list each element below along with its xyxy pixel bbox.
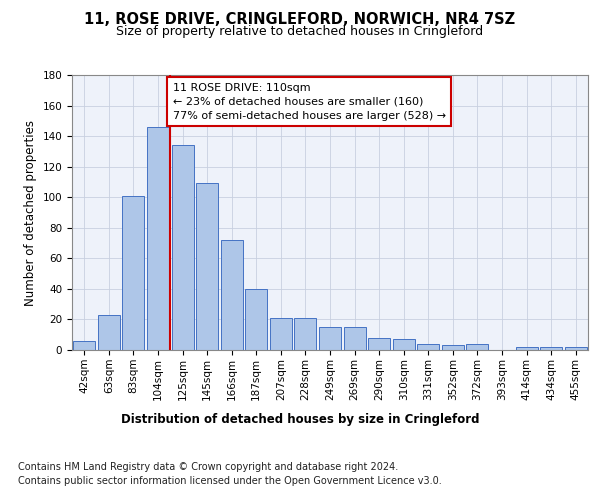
Bar bbox=[515, 347, 538, 350]
Bar bbox=[73, 341, 95, 350]
Bar bbox=[442, 346, 464, 350]
Bar bbox=[565, 347, 587, 350]
Bar bbox=[392, 340, 415, 350]
Bar bbox=[344, 327, 365, 350]
Text: 11, ROSE DRIVE, CRINGLEFORD, NORWICH, NR4 7SZ: 11, ROSE DRIVE, CRINGLEFORD, NORWICH, NR… bbox=[85, 12, 515, 28]
Bar bbox=[466, 344, 488, 350]
Text: Contains public sector information licensed under the Open Government Licence v3: Contains public sector information licen… bbox=[18, 476, 442, 486]
Text: Contains HM Land Registry data © Crown copyright and database right 2024.: Contains HM Land Registry data © Crown c… bbox=[18, 462, 398, 472]
Bar bbox=[319, 327, 341, 350]
Bar bbox=[245, 289, 268, 350]
Y-axis label: Number of detached properties: Number of detached properties bbox=[24, 120, 37, 306]
Bar bbox=[368, 338, 390, 350]
Bar bbox=[270, 318, 292, 350]
Bar bbox=[98, 315, 120, 350]
Text: Distribution of detached houses by size in Cringleford: Distribution of detached houses by size … bbox=[121, 412, 479, 426]
Bar bbox=[172, 146, 194, 350]
Bar bbox=[122, 196, 145, 350]
Bar bbox=[417, 344, 439, 350]
Bar bbox=[540, 347, 562, 350]
Bar bbox=[221, 240, 243, 350]
Bar bbox=[147, 127, 169, 350]
Bar bbox=[196, 184, 218, 350]
Text: Size of property relative to detached houses in Cringleford: Size of property relative to detached ho… bbox=[116, 25, 484, 38]
Text: 11 ROSE DRIVE: 110sqm
← 23% of detached houses are smaller (160)
77% of semi-det: 11 ROSE DRIVE: 110sqm ← 23% of detached … bbox=[173, 82, 446, 120]
Bar bbox=[295, 318, 316, 350]
